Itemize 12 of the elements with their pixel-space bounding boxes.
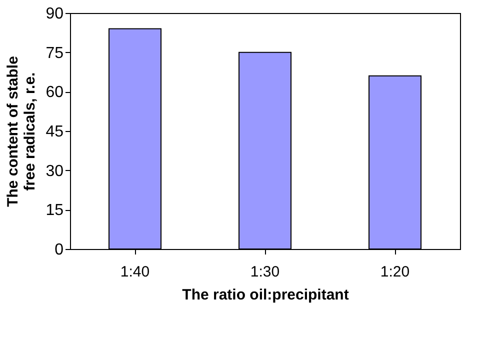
- y-tick-label: 15: [46, 202, 64, 220]
- x-tick-label: 1:30: [250, 264, 280, 280]
- y-tick-label: 90: [46, 6, 64, 22]
- y-axis-title: The content of stable free radicals, r.e.: [4, 56, 39, 207]
- y-tick-label: 0: [54, 242, 64, 258]
- y-tick-label: 45: [46, 124, 64, 140]
- x-tick-label: 1:20: [380, 264, 410, 280]
- y-tick-label: 30: [46, 162, 64, 180]
- y-tick-label: 75: [46, 44, 64, 62]
- x-tick-label: 1:40: [120, 264, 150, 280]
- y-tick-label: 60: [46, 84, 64, 102]
- x-axis-title: The ratio oil:precipitant: [182, 286, 349, 304]
